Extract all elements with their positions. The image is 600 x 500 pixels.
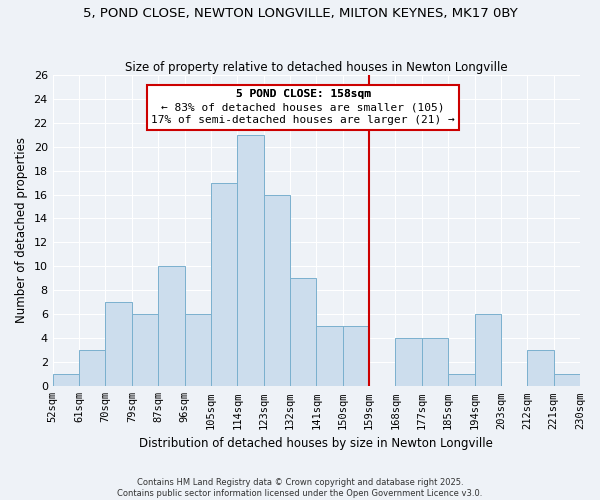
- Text: Contains HM Land Registry data © Crown copyright and database right 2025.
Contai: Contains HM Land Registry data © Crown c…: [118, 478, 482, 498]
- Bar: [158, 266, 185, 386]
- Bar: [132, 314, 158, 386]
- Bar: [448, 374, 475, 386]
- Bar: [554, 374, 580, 386]
- X-axis label: Distribution of detached houses by size in Newton Longville: Distribution of detached houses by size …: [139, 437, 493, 450]
- Bar: [290, 278, 316, 386]
- Text: 5 POND CLOSE: 158sqm
← 83% of detached houses are smaller (105)
17% of semi-deta: 5 POND CLOSE: 158sqm ← 83% of detached h…: [151, 89, 455, 126]
- Bar: [475, 314, 501, 386]
- Text: 5, POND CLOSE, NEWTON LONGVILLE, MILTON KEYNES, MK17 0BY: 5, POND CLOSE, NEWTON LONGVILLE, MILTON …: [83, 8, 517, 20]
- Bar: [395, 338, 422, 386]
- Bar: [343, 326, 369, 386]
- Title: Size of property relative to detached houses in Newton Longville: Size of property relative to detached ho…: [125, 60, 508, 74]
- Bar: [185, 314, 211, 386]
- Bar: [211, 182, 237, 386]
- Text: 5 POND CLOSE: 158sqm: 5 POND CLOSE: 158sqm: [236, 89, 371, 99]
- Bar: [263, 194, 290, 386]
- Bar: [79, 350, 106, 386]
- Bar: [106, 302, 132, 386]
- Y-axis label: Number of detached properties: Number of detached properties: [15, 138, 28, 324]
- Bar: [53, 374, 79, 386]
- Bar: [316, 326, 343, 386]
- Bar: [527, 350, 554, 386]
- Bar: [422, 338, 448, 386]
- Bar: [237, 134, 263, 386]
